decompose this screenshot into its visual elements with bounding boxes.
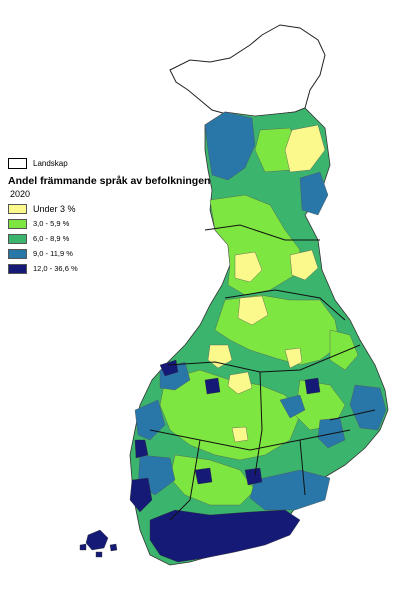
class-swatch — [8, 248, 27, 259]
class-12-0-36-6-areas — [129, 359, 321, 563]
boundary-label: Landskap — [33, 159, 68, 168]
class-label: 3,0 - 5,9 % — [33, 219, 70, 228]
northern-lapland-region — [169, 24, 326, 119]
class-label: 9,0 - 11,9 % — [33, 249, 73, 258]
legend-year: 2020 — [10, 189, 31, 199]
class-swatch — [8, 233, 27, 244]
class-9-0-11-9-areas — [134, 111, 387, 511]
class-swatch — [8, 263, 27, 274]
map-legend: Landskap Andel främmande språk av befolk… — [8, 156, 228, 276]
class-swatch — [8, 203, 27, 214]
class-swatch — [8, 218, 27, 229]
legend-class-entry: 9,0 - 11,9 % — [8, 246, 228, 261]
class-label: 12,0 - 36,6 % — [33, 264, 78, 273]
legend-class-entry: 6,0 - 8,9 % — [8, 231, 228, 246]
aland-islands — [79, 529, 118, 558]
landskap-boundaries — [149, 224, 376, 521]
legend-class-entry: 12,0 - 36,6 % — [8, 261, 228, 276]
class-label: 6,0 - 8,9 % — [33, 234, 70, 243]
legend-title: Andel främmande språk av befolkningen — [8, 175, 211, 187]
legend-class-entry: 3,0 - 5,9 % — [8, 216, 228, 231]
legend-classes: Under 3 % 3,0 - 5,9 % 6,0 - 8,9 % 9,0 - … — [8, 201, 228, 276]
legend-class-entry: Under 3 % — [8, 201, 228, 216]
legend-boundary-entry: Landskap — [8, 156, 228, 171]
class-label: Under 3 % — [33, 203, 76, 214]
class-under-3-areas — [207, 124, 326, 443]
boundary-swatch — [8, 158, 27, 169]
